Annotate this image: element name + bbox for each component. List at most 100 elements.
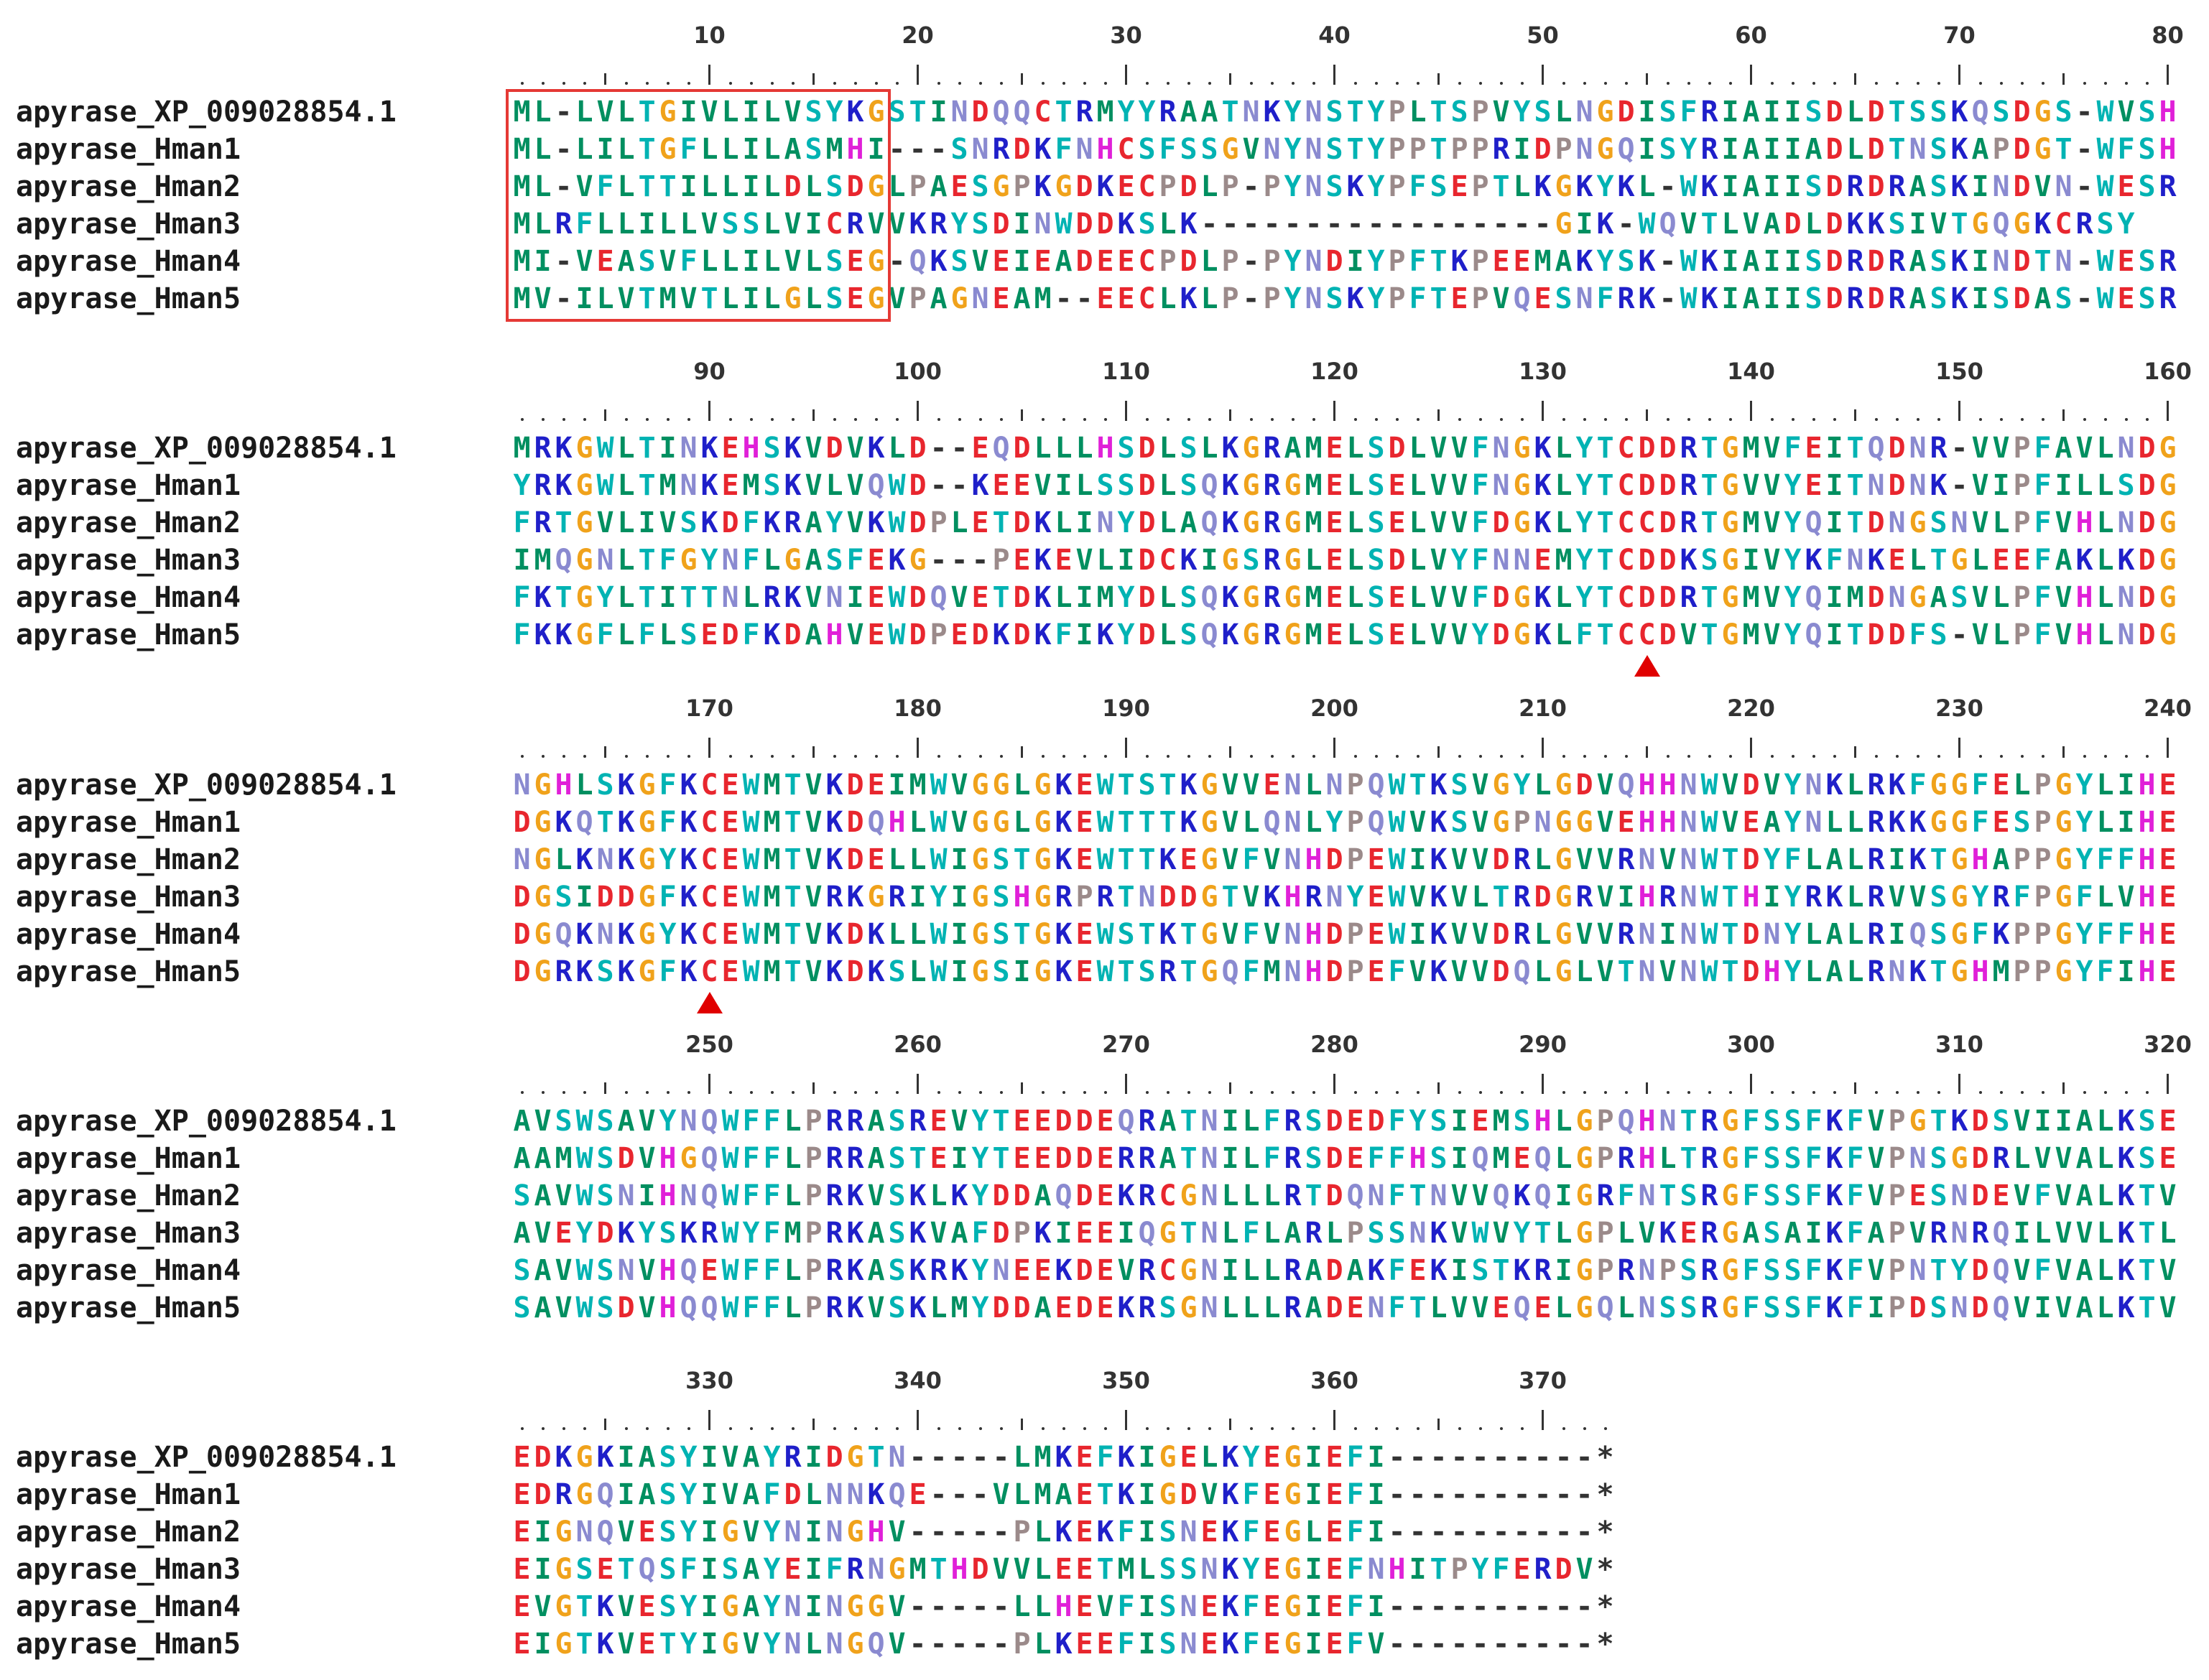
ruler-dot — [1812, 1091, 1815, 1094]
residue: G — [1284, 1553, 1302, 1586]
residue: H — [742, 432, 760, 465]
residue: L — [1846, 881, 1864, 914]
residue: Y — [950, 208, 968, 241]
residue: L — [1534, 918, 1552, 951]
residue: W — [1638, 208, 1656, 241]
residue: P — [1388, 96, 1406, 129]
residue: K — [1055, 843, 1073, 876]
residue: - — [992, 1590, 1010, 1623]
residue: D — [1325, 843, 1343, 876]
residue: F — [1409, 245, 1427, 278]
residue: - — [1513, 1516, 1531, 1549]
residue: I — [1055, 469, 1073, 502]
residue: V — [1471, 806, 1489, 839]
residue: G — [1555, 918, 1573, 951]
residue: V — [742, 1628, 760, 1661]
residue: E — [1075, 1516, 1093, 1549]
residue: G — [867, 96, 885, 129]
residue: Y — [1680, 133, 1698, 166]
ruler-tick — [604, 1082, 606, 1094]
residue: V — [1659, 843, 1677, 876]
residue: V — [555, 1254, 573, 1287]
residue: - — [930, 432, 948, 465]
residue: E — [1325, 1628, 1343, 1661]
residue: F — [1346, 1628, 1364, 1661]
residue: R — [1617, 1254, 1635, 1287]
ruler-dot — [1499, 1427, 1503, 1430]
residue: I — [950, 955, 968, 988]
residue: D — [1013, 618, 1031, 651]
residue: G — [1909, 1105, 1927, 1138]
residue: - — [1450, 1590, 1468, 1623]
residue: P — [1346, 918, 1364, 951]
residue: T — [2055, 133, 2073, 166]
residue: S — [680, 618, 698, 651]
ruler-tick — [1542, 65, 1544, 85]
residue: E — [992, 469, 1010, 502]
residue: G — [1221, 544, 1239, 577]
residue: V — [2013, 1179, 2031, 1212]
residue: W — [575, 1254, 593, 1287]
sequence-name: apyrase_Hman3 — [16, 881, 241, 914]
residue: K — [1180, 208, 1198, 241]
ruler-tick — [1854, 409, 1856, 421]
residue: G — [2055, 769, 2073, 802]
residue: - — [1555, 1590, 1573, 1623]
ruler-dot — [853, 1091, 857, 1094]
residue: N — [846, 1478, 864, 1511]
residue: T — [1117, 881, 1135, 914]
residue: E — [1534, 1291, 1552, 1324]
residue: F — [1805, 1142, 1823, 1175]
residue: T — [1221, 96, 1239, 129]
residue: E — [1992, 1179, 2010, 1212]
residue: R — [1284, 1291, 1302, 1324]
ruler-tick — [1021, 1419, 1023, 1430]
residue: N — [784, 1516, 802, 1549]
residue: L — [1305, 769, 1323, 802]
residue: G — [1950, 806, 1968, 839]
residue: S — [1763, 1179, 1781, 1212]
residue: V — [1471, 955, 1489, 988]
residue: R — [534, 432, 552, 465]
residue: I — [742, 282, 760, 315]
ruler-dot — [2020, 82, 2024, 85]
residue: L — [2096, 881, 2114, 914]
ruler-dot — [1291, 418, 1295, 421]
residue: Y — [971, 1254, 989, 1287]
ruler-dot — [1083, 82, 1086, 85]
residue: M — [763, 881, 781, 914]
ruler-dot — [999, 418, 1003, 421]
residue: F — [2034, 469, 2052, 502]
residue: N — [1992, 170, 2010, 203]
residue: V — [1430, 544, 1448, 577]
position-number: 240 — [2144, 695, 2192, 722]
residue: T — [659, 1628, 677, 1661]
residue: K — [867, 432, 885, 465]
residue: M — [513, 96, 531, 129]
residue: R — [825, 1291, 843, 1324]
residue: D — [1180, 170, 1198, 203]
residue: Y — [1242, 1441, 1260, 1474]
ruler-dot — [2124, 418, 2128, 421]
residue: E — [2159, 918, 2177, 951]
residue: A — [1909, 245, 1927, 278]
residue: G — [1950, 881, 1968, 914]
residue: A — [1742, 133, 1760, 166]
ruler-tick — [1750, 1074, 1752, 1094]
ruler-tick — [812, 1082, 815, 1094]
residue: F — [1846, 1105, 1864, 1138]
residue: K — [950, 1179, 968, 1212]
residue: D — [2013, 133, 2031, 166]
residue: L — [534, 170, 552, 203]
residue: G — [971, 918, 989, 951]
residue: E — [1325, 506, 1343, 539]
residue: Y — [575, 1217, 593, 1250]
ruler-dot — [1062, 1427, 1065, 1430]
residue: V — [638, 1254, 656, 1287]
residue: L — [1221, 1291, 1239, 1324]
ruler-dot — [1687, 418, 1690, 421]
residue: S — [1200, 133, 1218, 166]
residue: T — [1930, 544, 1948, 577]
residue: E — [1055, 1291, 1073, 1324]
residue: A — [1742, 170, 1760, 203]
